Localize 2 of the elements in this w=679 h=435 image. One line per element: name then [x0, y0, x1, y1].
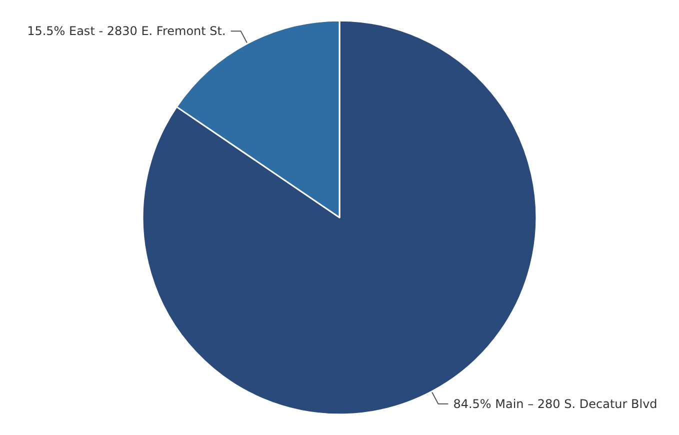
- slice-label: 15.5% East - 2830 E. Fremont St.: [27, 24, 226, 38]
- slice-label: 84.5% Main – 280 S. Decatur Blvd: [453, 396, 658, 411]
